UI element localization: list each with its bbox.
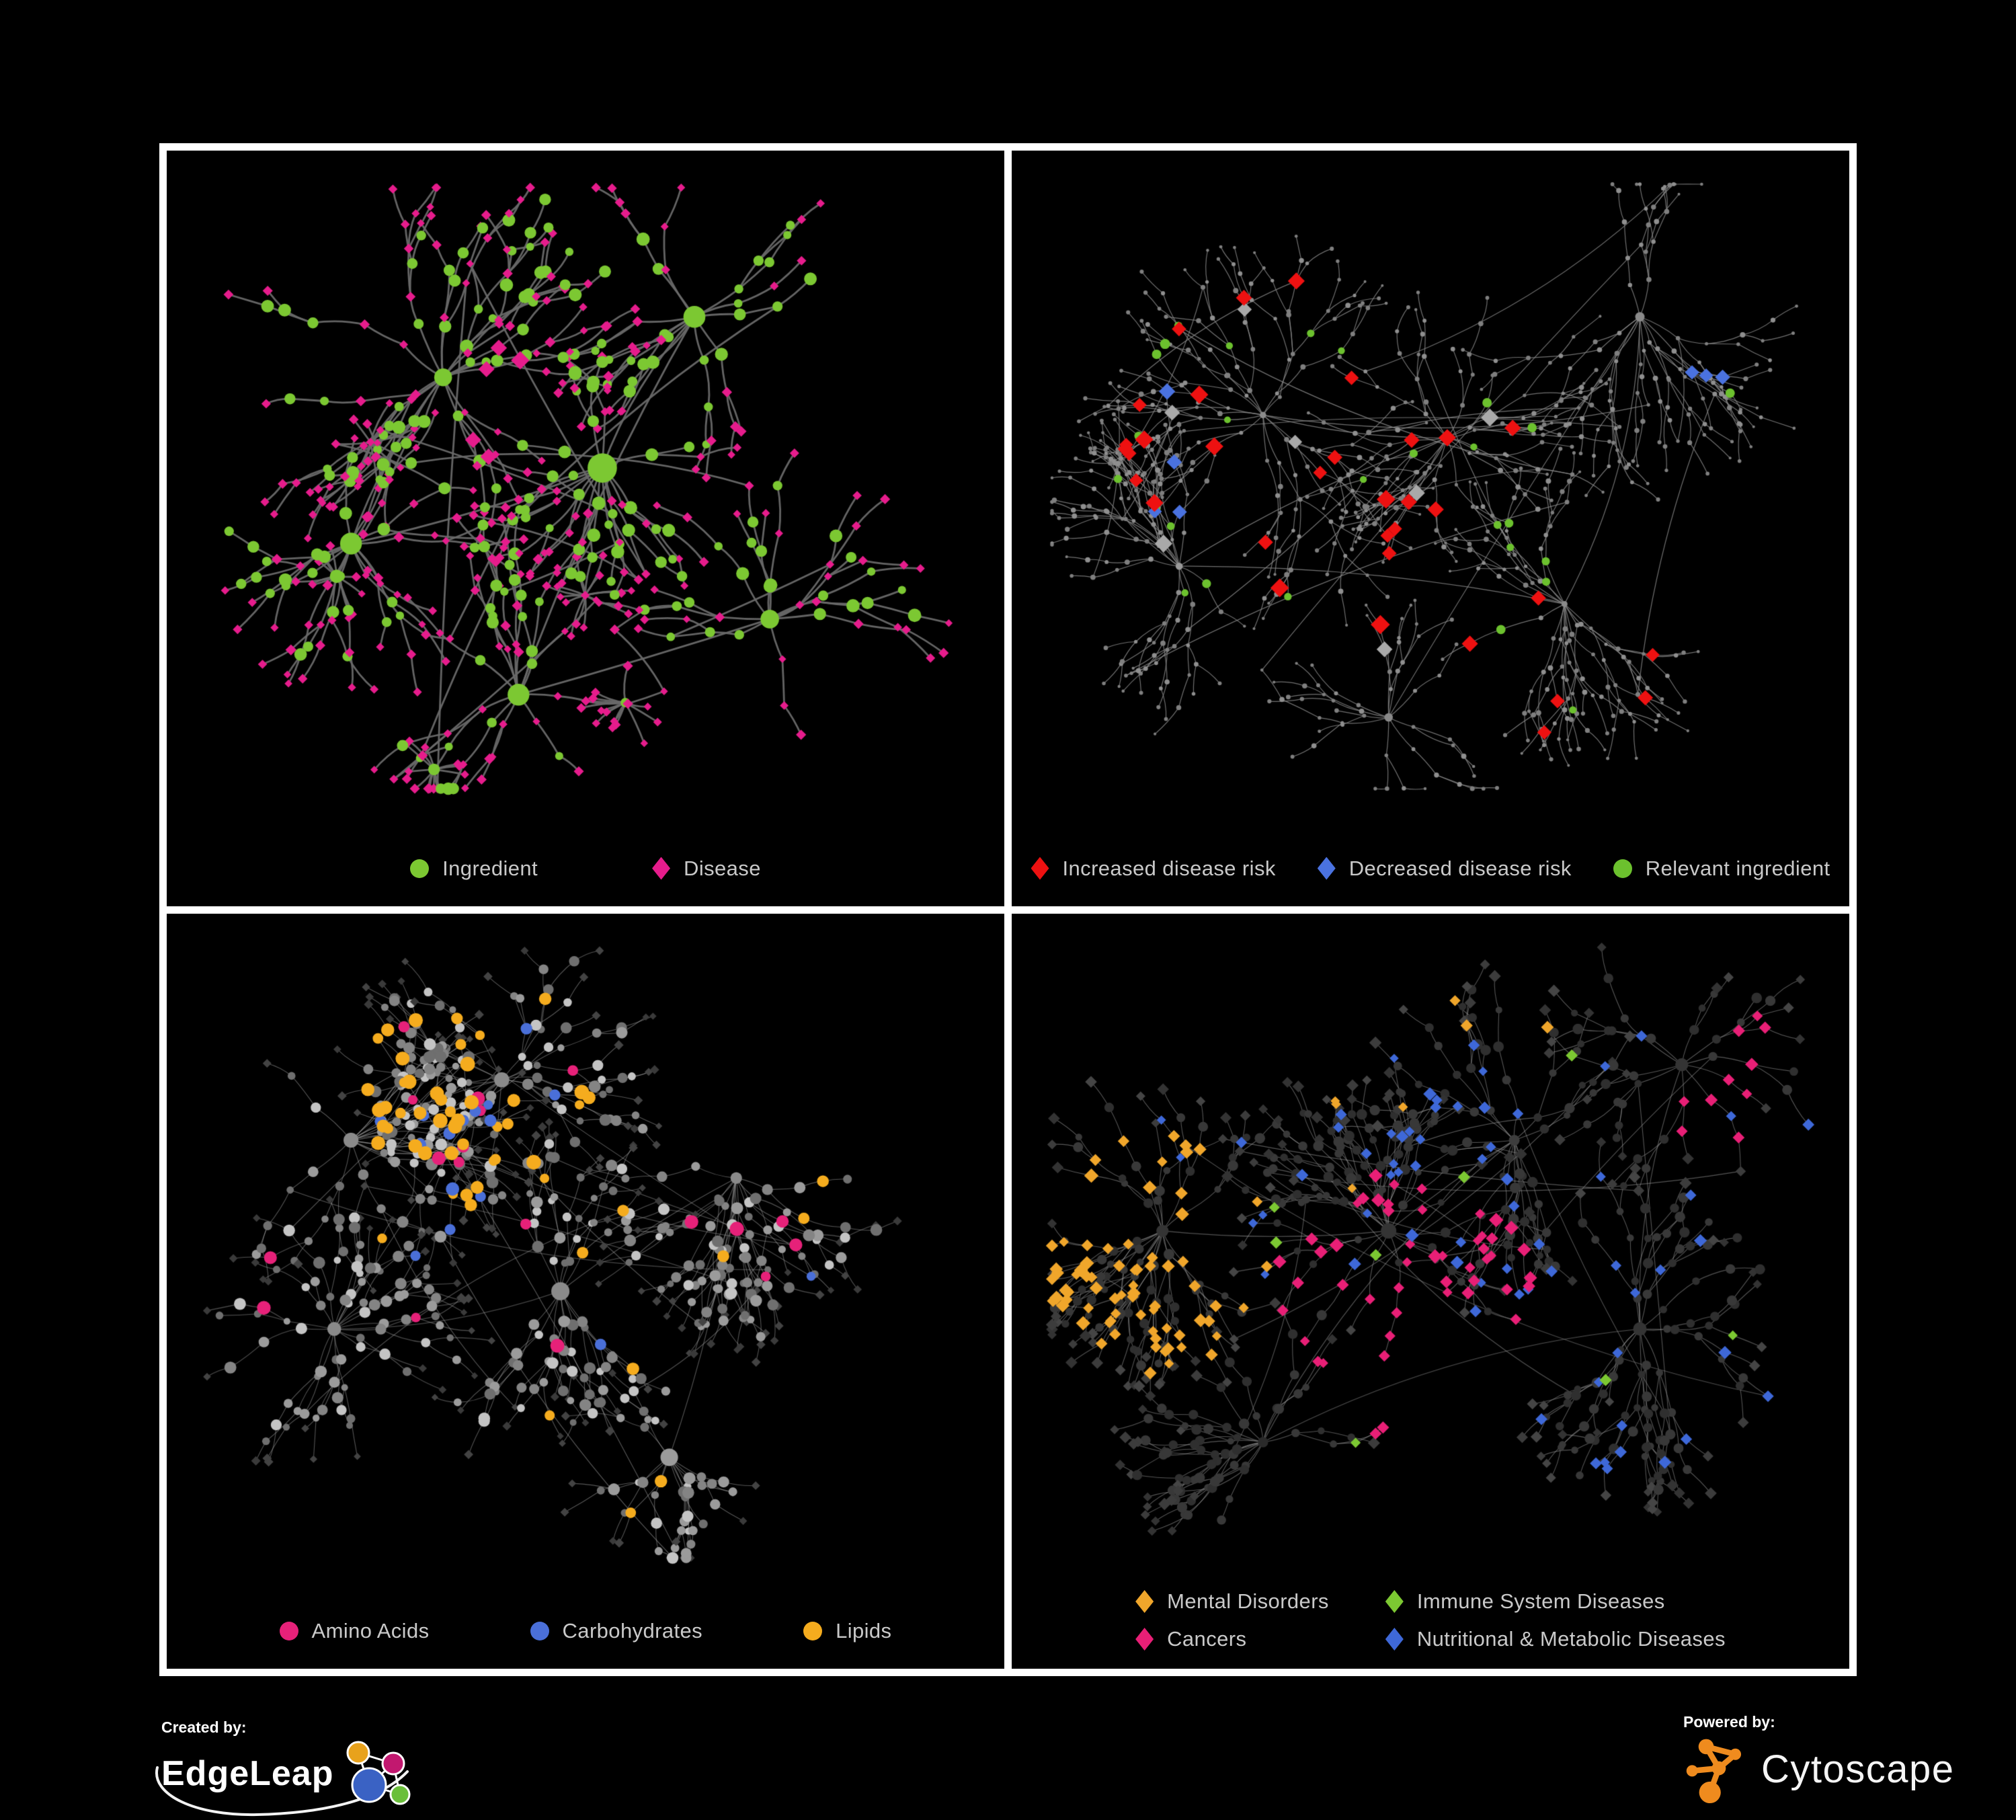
diamond-marker [1135, 1590, 1154, 1613]
legend-ingredient-disease: Ingredient Disease [167, 857, 1004, 881]
legend-item-ingredient: Ingredient [410, 857, 538, 881]
legend-label: Increased disease risk [1062, 856, 1276, 880]
panel-disease-risk: Increased disease risk Decreased disease … [1012, 151, 1849, 906]
diamond-marker [1385, 1628, 1404, 1651]
legend-item-increased-disease-risk: Increased disease risk [1031, 857, 1276, 881]
legend-label: Decreased disease risk [1348, 856, 1572, 880]
edgeleap-network-logo-icon [346, 1741, 410, 1805]
network-canvas-disease-classes [1012, 913, 1849, 1669]
network-canvas-ingredient-disease [167, 151, 1004, 906]
legend-item-mental-disorders: Mental Disorders [1135, 1589, 1329, 1614]
edgeleap-credit: Created by: EdgeLeap [155, 1718, 450, 1819]
network-canvas-disease-risk [1012, 151, 1849, 906]
diamond-marker [1317, 857, 1336, 880]
circle-marker [1613, 859, 1632, 878]
legend-item-relevant-ingredient: Relevant ingredient [1613, 857, 1830, 881]
circle-marker [279, 1622, 298, 1640]
legend-disease-classes: Mental Disorders Immune System Diseases Ca… [1135, 1589, 1726, 1651]
legend-item-disease: Disease [652, 857, 761, 881]
circle-marker [410, 859, 430, 878]
diamond-marker [1031, 857, 1049, 880]
circle-marker [530, 1622, 549, 1640]
panel-ingredient-disease: Ingredient Disease [167, 151, 1004, 906]
cytoscape-logo-icon [1686, 1739, 1742, 1804]
legend-label: Cancers [1167, 1627, 1247, 1651]
legend-label: Ingredient [442, 856, 538, 880]
powered-by-label: Powered by: [1683, 1713, 1775, 1731]
legend-item-decreased-disease-risk: Decreased disease risk [1317, 856, 1572, 881]
legend-disease-risk: Increased disease risk Decreased disease … [1012, 857, 1849, 881]
legend-item-carbohydrates: Carbohydrates [530, 1619, 703, 1643]
legend-label: Mental Disorders [1167, 1589, 1329, 1613]
edgeleap-wordmark: EdgeLeap [161, 1754, 334, 1794]
diamond-marker [652, 857, 671, 880]
legend-label: Amino Acids [311, 1619, 430, 1643]
circle-marker [803, 1622, 823, 1640]
diamond-marker [1135, 1628, 1154, 1651]
legend-item-nutritional-metabolic-diseases: Nutritional & Metabolic Diseases [1385, 1627, 1726, 1651]
cytoscape-wordmark: Cytoscape [1761, 1747, 1955, 1791]
legend-label: Nutritional & Metabolic Diseases [1416, 1627, 1726, 1651]
panel-macronutrients: Amino Acids Carbohydrates Lipids [167, 913, 1004, 1669]
legend-label: Immune System Diseases [1416, 1589, 1665, 1613]
legend-item-immune-system-diseases: Immune System Diseases [1385, 1589, 1665, 1614]
legend-macronutrients: Amino Acids Carbohydrates Lipids [167, 1619, 1004, 1643]
legend-item-lipids: Lipids [803, 1619, 891, 1643]
created-by-label: Created by: [161, 1718, 247, 1736]
diamond-marker [1385, 1590, 1404, 1613]
network-canvas-macronutrients [167, 913, 1004, 1669]
cytoscape-credit: Powered by: Cytoscape [1683, 1713, 1955, 1804]
legend-label: Carbohydrates [562, 1619, 703, 1643]
panel-disease-classes: Mental Disorders Immune System Diseases Ca… [1012, 913, 1849, 1669]
legend-item-amino-acids: Amino Acids [279, 1619, 430, 1643]
legend-label: Relevant ingredient [1645, 856, 1830, 880]
legend-label: Lipids [836, 1619, 892, 1643]
panel-grid: Ingredient Disease Increased disease risk… [159, 143, 1857, 1676]
legend-label: Disease [684, 856, 761, 880]
legend-item-cancers: Cancers [1135, 1627, 1246, 1651]
